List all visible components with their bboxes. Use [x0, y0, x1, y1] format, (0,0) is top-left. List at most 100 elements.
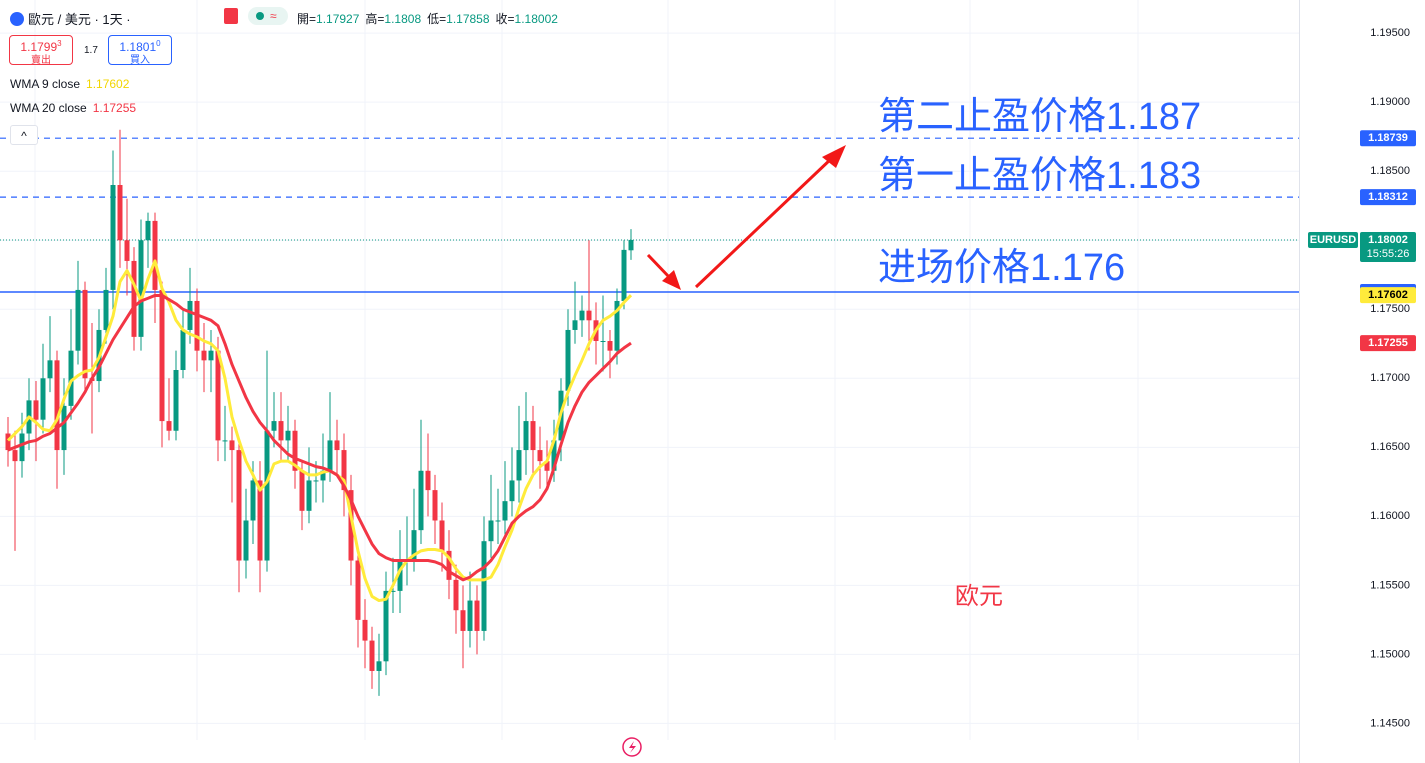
candle-body: [173, 370, 179, 431]
candle-body: [313, 480, 319, 482]
candle-body: [439, 520, 445, 551]
y-tick-label: 1.18500: [1370, 165, 1410, 177]
ohlc-value: 1.1808: [384, 12, 422, 26]
candle-body: [355, 560, 361, 620]
legend-item[interactable]: WMA 9 close 1.17602: [10, 77, 129, 91]
candle-body: [516, 450, 522, 481]
y-tick-label: 1.17000: [1370, 372, 1410, 384]
candle-body: [110, 185, 116, 290]
y-tick-label: 1.19000: [1370, 96, 1410, 108]
y-tick-label: 1.19500: [1370, 27, 1410, 39]
y-tick-label: 1.17500: [1370, 303, 1410, 315]
candle-body: [299, 470, 305, 511]
candle-body: [369, 640, 375, 671]
candle-body: [187, 300, 193, 330]
candle-body: [12, 450, 18, 462]
candle-body: [194, 300, 200, 351]
candle-body: [103, 289, 109, 330]
candle-body: [418, 470, 424, 531]
y-tick-label: 1.14500: [1370, 717, 1410, 729]
candle-body: [285, 430, 291, 441]
symbol-tag-bg: [1308, 231, 1358, 248]
candle-body: [537, 450, 543, 462]
level-tag-bg: [1360, 130, 1416, 147]
candle-body: [348, 490, 354, 561]
symbol-row: 歐元 / 美元 · 1天 ·: [10, 9, 131, 28]
candle-body: [222, 440, 228, 442]
ohlc-value: 1.17858: [446, 12, 490, 26]
candle-body: [61, 405, 67, 451]
arrow-head: [662, 270, 681, 290]
candle-body: [628, 239, 634, 251]
sell-price: 1.1799: [20, 40, 58, 54]
alert-icon[interactable]: [622, 737, 642, 757]
candle-body: [565, 329, 571, 391]
series-tag-bg: [1360, 287, 1416, 304]
close-tag: 1.18002: [1368, 234, 1408, 246]
candle-body: [117, 185, 123, 241]
price-tags: 1.187391.183121.176251.176021.17255EURUS…: [1308, 130, 1416, 352]
arrow: [694, 156, 834, 289]
level-tag: 1.18739: [1368, 132, 1408, 144]
symbol-icon: [10, 12, 24, 26]
symbol-title[interactable]: 歐元 / 美元 · 1天 ·: [28, 12, 131, 27]
candle-body: [502, 501, 508, 521]
arrow-head: [822, 145, 846, 168]
y-tick-label: 1.16500: [1370, 441, 1410, 453]
candle-body: [579, 310, 585, 321]
candle-body: [236, 450, 242, 561]
candle-body: [278, 421, 284, 441]
collapse-button[interactable]: ^: [10, 125, 38, 145]
candle-body: [621, 249, 627, 301]
candle-body: [82, 289, 88, 379]
candle-body: [607, 341, 613, 351]
candle-body: [250, 480, 256, 521]
candle-body: [201, 350, 207, 361]
candle-body: [376, 661, 382, 671]
candle-body: [292, 430, 298, 471]
candle-body: [467, 600, 473, 631]
candle-body: [530, 421, 536, 451]
candle-body: [33, 400, 39, 420]
annotation: 第一止盈价格1.183: [878, 155, 1202, 197]
ohlc-label: 開=: [297, 12, 317, 26]
spread: 1.7: [84, 45, 98, 56]
candle-body: [572, 320, 578, 330]
flag[interactable]: [224, 8, 238, 24]
candle-body: [264, 430, 270, 561]
buy-price: 1.1801: [119, 40, 157, 54]
series-tag: 1.17255: [1368, 337, 1408, 349]
legend-name: WMA 20 close: [10, 101, 87, 115]
candle-body: [481, 541, 487, 631]
candle-body: [5, 433, 11, 451]
arrow: [646, 253, 672, 280]
candle-body: [75, 289, 81, 351]
candle-body: [124, 240, 130, 261]
series-tag-bg: [1360, 335, 1416, 352]
buy-pip: 0: [156, 39, 161, 48]
sell-button[interactable]: 1.17993 賣出: [9, 35, 73, 66]
legend-value: 1.17602: [86, 77, 130, 91]
candle-body: [474, 600, 480, 631]
candle-body: [145, 220, 151, 241]
legend-item[interactable]: WMA 20 close 1.17255: [10, 101, 136, 115]
candle-body: [460, 610, 466, 631]
candle-body: [383, 590, 389, 662]
buy-label: 買入: [130, 55, 150, 66]
candle-body: [425, 470, 431, 491]
candle-body: [411, 530, 417, 561]
y-tick-label: 1.15000: [1370, 648, 1410, 660]
axis-border: [1299, 0, 1300, 763]
sell-pip: 3: [57, 39, 62, 48]
status[interactable]: ≈: [248, 7, 288, 25]
ohlc: 開=1.17927 高=1.1808 低=1.17858 收=1.18002: [297, 10, 564, 27]
countdown: 15:55:26: [1367, 248, 1410, 260]
candle-body: [523, 421, 529, 451]
candle-body: [397, 560, 403, 591]
candle-body: [243, 520, 249, 561]
buy-button[interactable]: 1.18010 買入: [108, 35, 172, 66]
candle-body: [19, 433, 25, 462]
candle-body: [271, 421, 277, 431]
